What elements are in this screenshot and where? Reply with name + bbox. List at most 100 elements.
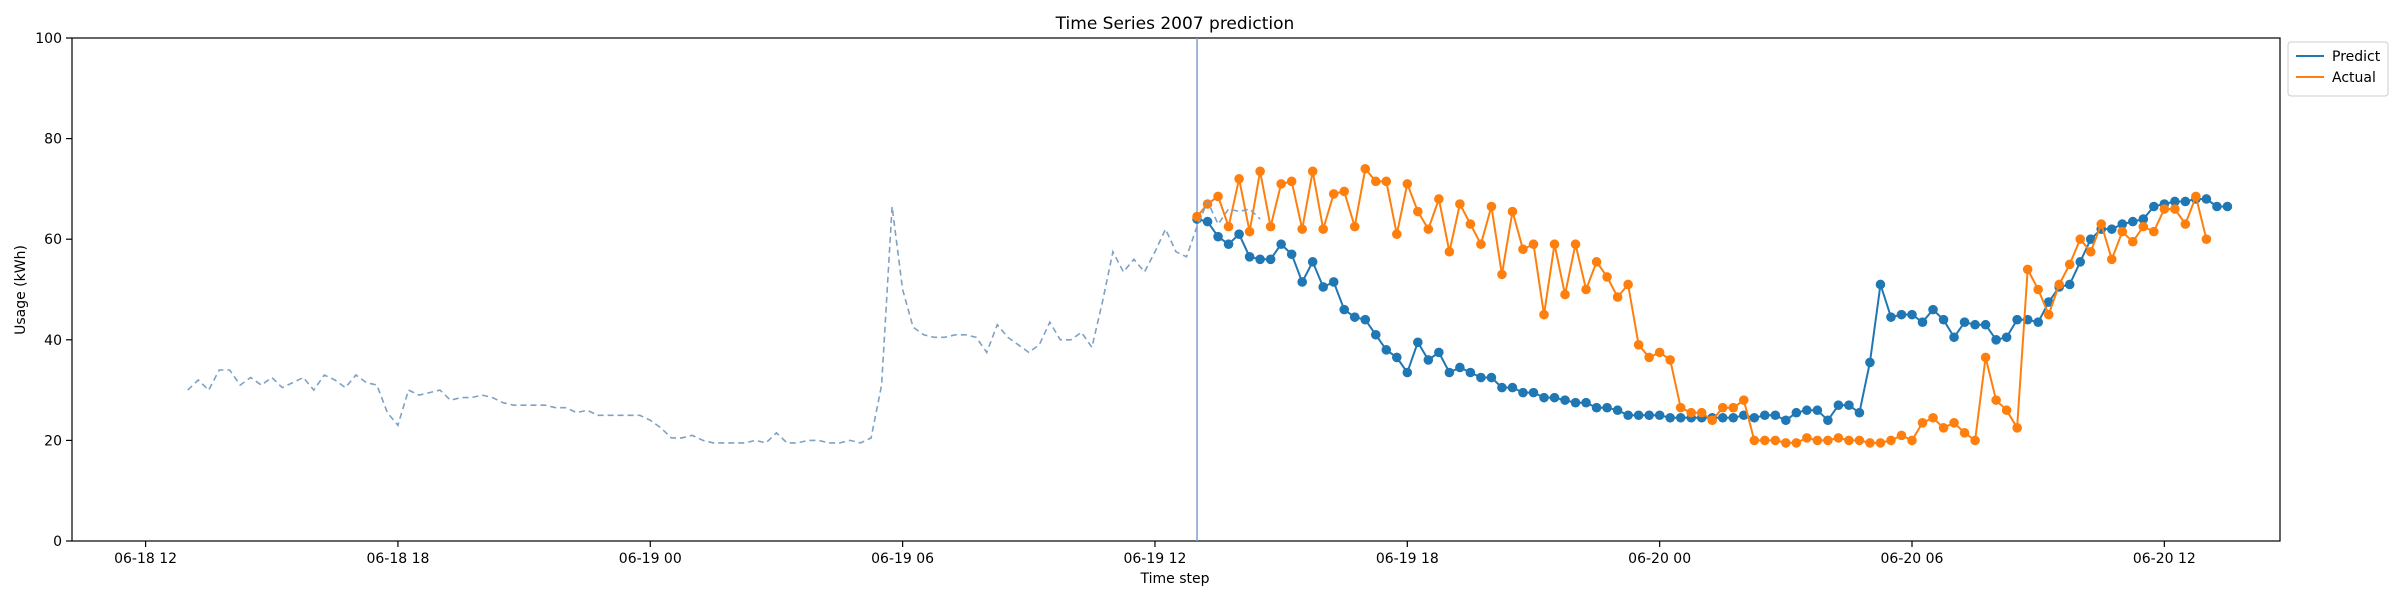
predict-point <box>1886 312 1896 322</box>
actual-point <box>2191 191 2201 202</box>
actual-point <box>2201 234 2212 244</box>
x-axis-label: Time step <box>1140 571 1210 587</box>
predict-point <box>2149 201 2159 212</box>
legend: Predict Actual <box>2287 41 2389 97</box>
actual-point <box>1728 402 1739 413</box>
actual-point <box>1812 435 1823 446</box>
predict-point <box>1539 392 1549 403</box>
predict-point <box>1928 304 1938 315</box>
x-tick-label: 06-19 18 <box>1376 551 1439 567</box>
actual-point <box>1560 289 1570 300</box>
predict-point <box>1486 372 1497 383</box>
actual-point <box>2043 309 2054 320</box>
actual-point <box>1623 279 1633 290</box>
predict-point <box>1455 362 1465 373</box>
actual-point <box>1392 229 1402 239</box>
actual-point <box>2054 279 2064 290</box>
predict-point <box>1717 412 1728 423</box>
actual-point <box>1949 417 1959 428</box>
y-tick-label: 20 <box>44 433 62 449</box>
predict-point <box>1591 402 1602 413</box>
x-tick-label: 06-19 06 <box>871 551 934 567</box>
predict-point <box>2001 332 2012 343</box>
x-tick-label: 06-19 00 <box>619 551 682 567</box>
predict-point <box>1244 252 1255 262</box>
actual-point <box>2022 264 2033 275</box>
predict-point <box>1213 231 1223 242</box>
actual-point <box>1917 417 1928 428</box>
predict-point <box>1644 410 1654 421</box>
predict-point <box>1802 405 1812 416</box>
predict-point <box>1844 400 1854 410</box>
predict-point <box>1823 415 1833 426</box>
actual-point <box>2075 234 2086 244</box>
predict-point <box>1854 407 1865 418</box>
actual-point <box>1675 402 1686 413</box>
actual-point <box>1528 239 1539 250</box>
actual-point <box>2170 204 2180 214</box>
actual-point <box>1738 395 1749 405</box>
predict-point <box>1570 397 1581 408</box>
predict-point <box>1276 239 1286 250</box>
actual-point <box>1223 221 1234 232</box>
predict-point <box>2033 317 2043 327</box>
predict-point <box>1770 410 1781 421</box>
predict-point <box>1444 367 1455 378</box>
predict-point <box>1286 249 1297 260</box>
actual-point <box>2180 219 2191 229</box>
predict-point <box>1907 309 1917 320</box>
actual-point <box>1244 226 1255 237</box>
actual-point <box>1707 415 1718 426</box>
predict-point <box>1434 347 1444 358</box>
actual-point <box>1518 244 1528 255</box>
predict-point <box>2064 279 2075 290</box>
actual-point <box>2033 284 2043 295</box>
actual-point <box>1791 438 1802 448</box>
predict-point <box>1781 415 1791 426</box>
actual-point <box>1749 435 1760 446</box>
actual-point <box>1255 166 1265 177</box>
actual-point <box>1854 435 1865 446</box>
predict-point <box>2117 219 2128 229</box>
predict-legend-label: Predict <box>2332 49 2381 65</box>
predict-point <box>1728 412 1739 423</box>
history-series-line <box>187 199 1261 444</box>
predict-point <box>1665 412 1675 423</box>
actual-point <box>1213 191 1223 202</box>
actual-point <box>1276 179 1286 189</box>
predict-point <box>1476 372 1486 383</box>
actual-point <box>1991 395 2001 405</box>
predict-point <box>1865 357 1875 368</box>
predict-point <box>1623 410 1633 421</box>
predict-point <box>2012 314 2022 325</box>
predict-point <box>1612 405 1623 416</box>
actual-point <box>1413 206 1423 217</box>
predict-point <box>1307 257 1318 267</box>
actual-point <box>1307 166 1318 177</box>
predict-point <box>1875 279 1886 290</box>
predict-point <box>1760 410 1770 421</box>
predict-point <box>1339 304 1350 315</box>
predict-point <box>1991 335 2001 345</box>
x-tick-label: 06-18 12 <box>114 551 177 567</box>
actual-point <box>2128 236 2138 247</box>
predict-point <box>1234 229 1244 239</box>
predict-point <box>1318 282 1328 292</box>
actual-point <box>1423 224 1434 234</box>
predict-point <box>1255 254 1265 265</box>
predict-point <box>1497 382 1507 393</box>
actual-point <box>1928 412 1938 423</box>
predict-point <box>1749 412 1760 423</box>
actual-point <box>1802 433 1812 443</box>
y-tick-label: 60 <box>44 232 62 248</box>
y-tick-label: 100 <box>35 31 62 47</box>
predict-point <box>1370 329 1381 340</box>
actual-point <box>1760 435 1770 446</box>
actual-point <box>1665 355 1675 365</box>
actual-point <box>1654 347 1665 358</box>
actual-point <box>1644 352 1654 363</box>
actual-point <box>1360 163 1371 174</box>
actual-point <box>1370 176 1381 187</box>
x-tick-label: 06-20 06 <box>1881 551 1944 567</box>
